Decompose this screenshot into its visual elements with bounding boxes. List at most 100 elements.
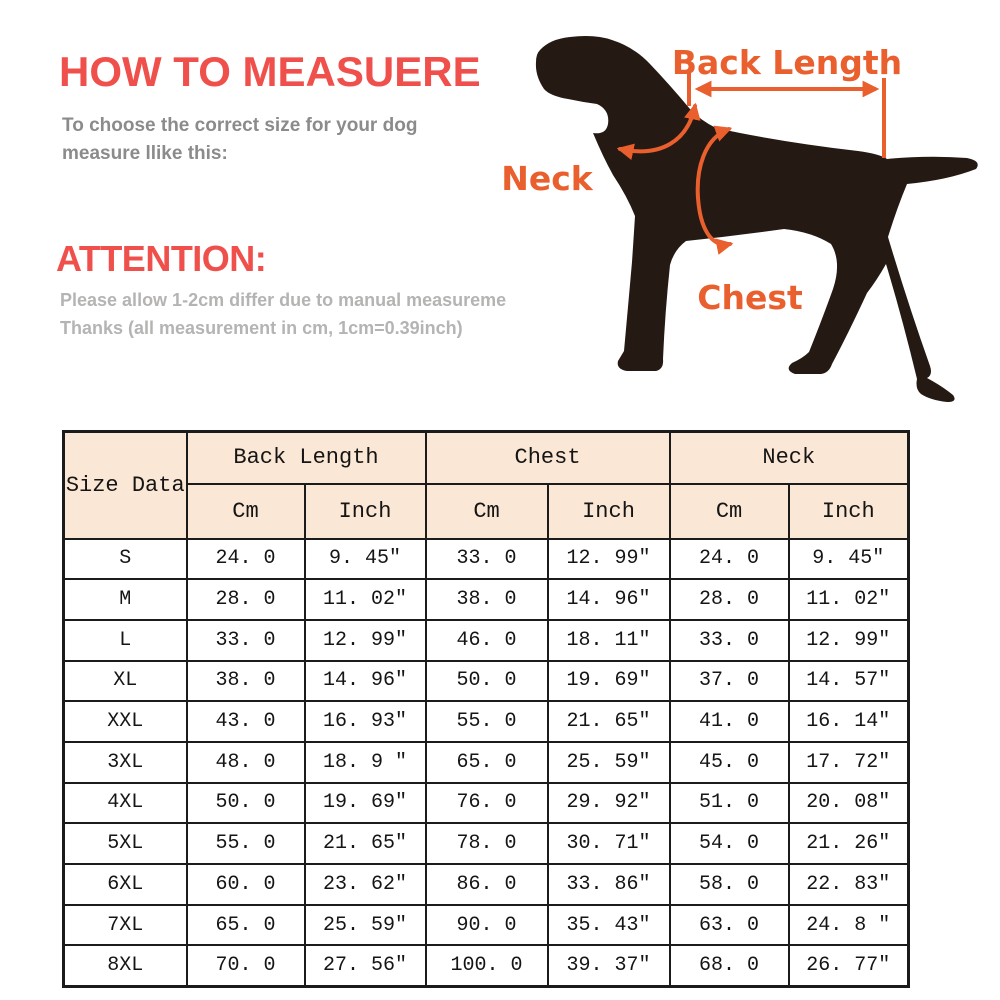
- neck-measure-arc: [616, 102, 701, 161]
- size-value-cell: 12. 99″: [546, 537, 671, 581]
- size-value-cell: 18. 9 ″: [303, 740, 427, 784]
- unit-header-inch: Inch: [303, 482, 427, 540]
- size-value-cell: 21. 65″: [546, 700, 671, 743]
- size-value-cell: 41. 0: [668, 700, 790, 743]
- dog-measure-diagram: Back Length Neck Chest: [501, 36, 978, 402]
- size-value-cell: 23. 62″: [303, 863, 427, 906]
- unit-header-cm: Cm: [668, 482, 790, 540]
- size-value-cell: 39. 37″: [546, 944, 671, 988]
- size-table: Size Data Back Length Chest Neck Cm Inch…: [62, 430, 911, 988]
- table-row: 5XL 55. 0 21. 65″ 78. 0 30. 71″ 54. 0 21. 26″: [62, 822, 910, 865]
- size-label-cell: L: [62, 618, 188, 662]
- unit-header-inch: Inch: [787, 482, 910, 540]
- attention-title: ATTENTION:: [56, 238, 267, 279]
- size-value-cell: 38. 0: [185, 659, 306, 703]
- size-value-cell: 12. 99″: [303, 618, 427, 662]
- chest-label: Chest: [697, 278, 803, 317]
- size-value-cell: 19. 69″: [546, 659, 671, 703]
- size-value-cell: 78. 0: [424, 822, 549, 865]
- unit-header-inch: Inch: [546, 482, 671, 540]
- size-value-cell: 19. 69″: [303, 781, 427, 825]
- size-value-cell: 16. 93″: [303, 700, 427, 743]
- size-value-cell: 65. 0: [185, 903, 306, 947]
- size-value-cell: 35. 43″: [546, 903, 671, 947]
- size-value-cell: 33. 0: [424, 537, 549, 581]
- size-value-cell: 38. 0: [424, 578, 549, 621]
- size-value-cell: 43. 0: [185, 700, 306, 743]
- attention-note: Please allow 1-2cm differ due to manual …: [60, 286, 506, 342]
- size-label-cell: 8XL: [62, 944, 188, 988]
- size-value-cell: 20. 08″: [787, 781, 910, 825]
- table-row: L 33. 0 12. 99″ 46. 0 18. 11″ 33. 0 12. 99″: [62, 618, 910, 662]
- table-row: 8XL 70. 0 27. 56″ 100. 0 39. 37″ 68. 0 26. 77…: [62, 944, 910, 988]
- col-group-neck: Neck: [668, 430, 910, 485]
- back-length-label: Back Length: [672, 43, 902, 82]
- size-value-cell: 90. 0: [424, 903, 549, 947]
- size-value-cell: 50. 0: [185, 781, 306, 825]
- size-value-cell: 54. 0: [668, 822, 790, 865]
- size-value-cell: 21. 26″: [787, 822, 910, 865]
- size-value-cell: 70. 0: [185, 944, 306, 988]
- size-value-cell: 24. 0: [668, 537, 790, 581]
- table-row: S 24. 0 9. 45″ 33. 0 12. 99″ 24. 0 9. 45″: [62, 537, 910, 581]
- size-data-corner-cell: Size Data: [62, 430, 188, 540]
- size-value-cell: 28. 0: [668, 578, 790, 621]
- size-value-cell: 24. 8 ″: [787, 903, 910, 947]
- table-row: XL 38. 0 14. 96″ 50. 0 19. 69″ 37. 0 14. 57″: [62, 659, 910, 703]
- size-value-cell: 9. 45″: [303, 537, 427, 581]
- size-value-cell: 25. 59″: [546, 740, 671, 784]
- col-group-back-length: Back Length: [185, 430, 427, 485]
- size-value-cell: 27. 56″: [303, 944, 427, 988]
- size-value-cell: 37. 0: [668, 659, 790, 703]
- size-value-cell: 55. 0: [424, 700, 549, 743]
- size-label-cell: 6XL: [62, 863, 188, 906]
- how-to-title: HOW TO MEASUERE: [59, 48, 481, 95]
- neck-label: Neck: [501, 159, 594, 198]
- size-value-cell: 9. 45″: [787, 537, 910, 581]
- size-value-cell: 26. 77″: [787, 944, 910, 988]
- attention-note-line1: Please allow 1-2cm differ due to manual …: [60, 290, 507, 310]
- size-value-cell: 18. 11″: [546, 618, 671, 662]
- size-value-cell: 76. 0: [424, 781, 549, 825]
- size-label-cell: 5XL: [62, 822, 188, 865]
- size-value-cell: 30. 71″: [546, 822, 671, 865]
- size-value-cell: 29. 92″: [546, 781, 671, 825]
- table-unit-header-row: Cm Inch Cm Inch Cm Inch: [64, 482, 910, 540]
- size-table-body: S 24. 0 9. 45″ 33. 0 12. 99″ 24. 0 9. 45″ M 2…: [62, 537, 910, 988]
- how-to-subtitle-line2: measure llike this:: [62, 143, 228, 164]
- size-value-cell: 11. 02″: [303, 578, 427, 621]
- col-group-chest: Chest: [424, 430, 671, 485]
- size-label-cell: 4XL: [62, 781, 188, 825]
- size-value-cell: 51. 0: [668, 781, 790, 825]
- unit-header-cm: Cm: [424, 482, 549, 540]
- size-label-cell: 7XL: [62, 903, 188, 947]
- table-row: 7XL 65. 0 25. 59″ 90. 0 35. 43″ 63. 0 24. 8 ″: [62, 903, 910, 947]
- size-value-cell: 55. 0: [185, 822, 306, 865]
- size-label-cell: M: [62, 578, 188, 621]
- attention-note-line2: Thanks (all measurement in cm, 1cm=0.39i…: [60, 318, 463, 338]
- size-value-cell: 21. 65″: [303, 822, 427, 865]
- how-to-subtitle-line1: To choose the correct size for your dog: [62, 115, 418, 136]
- size-value-cell: 48. 0: [185, 740, 306, 784]
- size-value-cell: 17. 72″: [787, 740, 910, 784]
- size-label-cell: 3XL: [62, 740, 188, 784]
- table-row: 3XL 48. 0 18. 9 ″ 65. 0 25. 59″ 45. 0 17. 72″: [62, 740, 910, 784]
- size-label-cell: S: [62, 537, 188, 581]
- table-row: M 28. 0 11. 02″ 38. 0 14. 96″ 28. 0 11. 02″: [62, 578, 910, 621]
- size-value-cell: 24. 0: [185, 537, 306, 581]
- size-label-cell: XXL: [62, 700, 188, 743]
- size-value-cell: 63. 0: [668, 903, 790, 947]
- size-value-cell: 16. 14″: [787, 700, 910, 743]
- size-value-cell: 25. 59″: [303, 903, 427, 947]
- size-value-cell: 50. 0: [424, 659, 549, 703]
- size-value-cell: 86. 0: [424, 863, 549, 906]
- size-value-cell: 60. 0: [185, 863, 306, 906]
- how-to-subtitle: To choose the correct size for your dog …: [62, 112, 417, 168]
- size-value-cell: 58. 0: [668, 863, 790, 906]
- size-value-cell: 46. 0: [424, 618, 549, 662]
- table-row: XXL 43. 0 16. 93″ 55. 0 21. 65″ 41. 0 16. 14″: [62, 700, 910, 743]
- size-value-cell: 22. 83″: [787, 863, 910, 906]
- size-value-cell: 14. 57″: [787, 659, 910, 703]
- size-value-cell: 33. 0: [185, 618, 306, 662]
- size-value-cell: 14. 96″: [546, 578, 671, 621]
